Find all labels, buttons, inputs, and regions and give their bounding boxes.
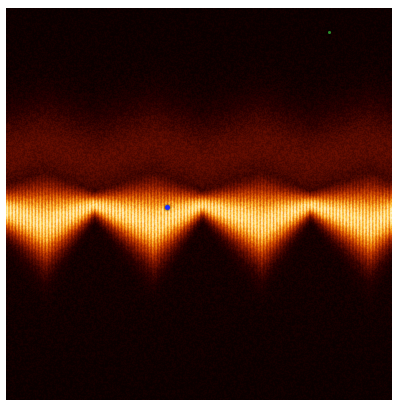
blue-marker-dot: [165, 205, 170, 210]
green-marker-dot: [328, 31, 331, 34]
thermal-heatmap-image: [6, 8, 392, 400]
